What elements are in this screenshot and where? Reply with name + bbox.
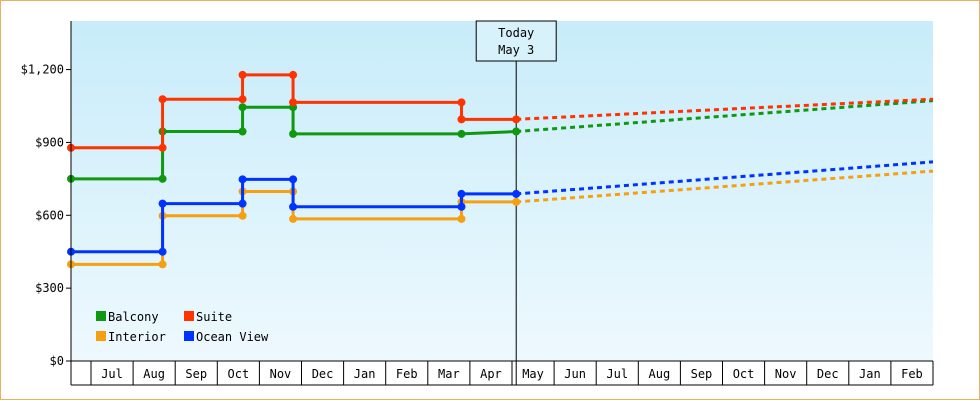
month-label: Nov [775,367,797,381]
interior-legend-label: Interior [108,330,166,344]
suite-forecast-line [516,97,934,121]
balcony-point [512,127,521,136]
balcony-point [238,103,247,112]
suite-point [289,70,298,79]
today-label: Today [498,26,534,40]
ocean-view-point [158,199,167,208]
balcony-legend-label: Balcony [108,310,159,324]
ocean-view-point [289,202,298,211]
month-label: Jan [859,367,881,381]
y-tick-label: $0 [50,354,64,368]
suite-point [457,98,466,107]
ocean-view-legend-swatch [184,331,194,341]
interior-point [512,197,521,206]
month-label: Sep [691,367,713,381]
y-tick-label: $900 [35,135,64,149]
ocean-view-point [289,175,298,184]
balcony-forecast-line [516,99,934,133]
ocean-view-point [457,202,466,211]
suite-point [238,95,247,104]
suite-point [289,98,298,107]
ocean-view-legend-label: Ocean View [196,330,269,344]
y-tick-label: $600 [35,208,64,222]
balcony-legend-swatch [96,311,106,321]
suite-point [512,115,521,124]
today-box [475,20,557,62]
month-label: Jul [101,367,123,381]
month-label: Dec [312,367,334,381]
month-label: Jun [564,367,586,381]
suite-point [158,95,167,104]
suite-point [457,115,466,124]
balcony-point [457,129,466,138]
month-label: May [522,367,544,381]
month-label: Sep [185,367,207,381]
interior-legend-swatch [96,331,106,341]
month-label: Mar [438,367,460,381]
plot-area [71,21,933,361]
y-tick-label: $1,200 [21,63,64,77]
interior-forecast-line [516,169,934,204]
interior-point [457,214,466,223]
suite-point [238,70,247,79]
ocean-view-line [71,177,517,254]
month-label: Jul [606,367,628,381]
interior-point [289,214,298,223]
suite-point [158,143,167,152]
ocean-view-forecast-line [516,160,934,196]
ocean-view-point [238,175,247,184]
month-label: Oct [228,367,250,381]
balcony-point [238,127,247,136]
month-label: Jan [354,367,376,381]
ocean-view-point [158,247,167,256]
month-label: Feb [901,367,923,381]
month-label: Dec [817,367,839,381]
ocean-view-point [512,189,521,198]
ocean-view-point [457,189,466,198]
month-label: Apr [480,367,502,381]
suite-legend-swatch [184,311,194,321]
suite-legend-label: Suite [196,310,232,324]
interior-point [238,211,247,220]
balcony-point [289,129,298,138]
interior-point [158,260,167,269]
ocean-view-point [238,199,247,208]
month-label: Feb [396,367,418,381]
month-label: Oct [733,367,755,381]
suite-line [71,73,517,150]
y-tick-label: $300 [35,281,64,295]
today-date: May 3 [498,43,534,57]
month-label: Aug [143,367,165,381]
month-label: Aug [649,367,671,381]
month-label: Nov [270,367,292,381]
balcony-point [158,174,167,183]
